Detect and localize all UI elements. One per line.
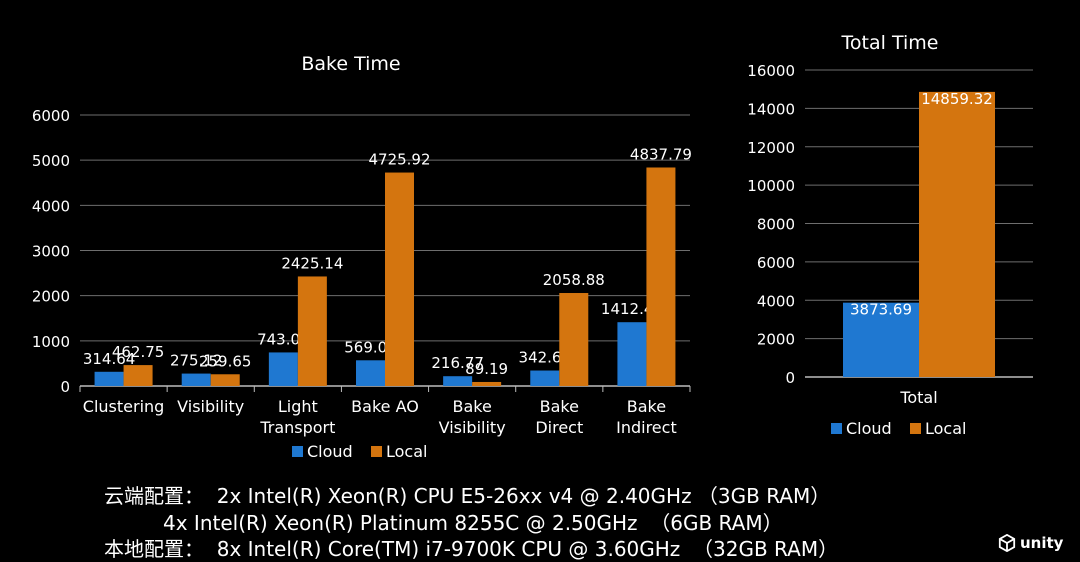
bar-cloud	[530, 370, 560, 386]
bar-local	[297, 276, 327, 386]
legend-swatch-local	[910, 423, 921, 434]
bar-local	[210, 374, 240, 386]
unity-wordmark: unity	[1020, 534, 1064, 552]
bar-cloud	[94, 371, 124, 386]
unity-logo: unity	[998, 530, 1063, 556]
chart-title: Total Time	[841, 32, 939, 54]
data-label: 569.04	[344, 338, 397, 356]
data-label: 216.77	[431, 354, 484, 372]
y-tick-label: 16000	[747, 62, 795, 80]
data-label: 89.19	[465, 360, 508, 378]
y-tick-label: 10000	[747, 177, 795, 195]
y-tick-label: 4000	[32, 197, 70, 215]
y-tick-label: 2000	[757, 331, 795, 349]
bar-cloud	[443, 376, 473, 386]
data-label: 4837.79	[630, 145, 692, 163]
y-tick-label: 1000	[32, 333, 70, 351]
data-label: 3873.69	[850, 301, 912, 319]
bar-cloud	[268, 352, 298, 386]
legend-label-cloud: Cloud	[846, 419, 892, 438]
data-label: 2058.88	[543, 271, 605, 289]
data-label: 4725.92	[368, 151, 430, 169]
data-label: 275.12	[170, 352, 223, 370]
y-tick-label: 3000	[32, 243, 70, 261]
y-tick-label: 14000	[747, 100, 795, 118]
unity-cube-icon	[998, 534, 1016, 552]
legend-swatch-cloud	[292, 446, 303, 457]
cloud-config-text: 云端配置： 2x Intel(R) Xeon(R) CPU E5-26xx v4…	[104, 484, 831, 508]
x-tick-label: Total	[899, 388, 937, 407]
data-label: 743.04	[257, 330, 310, 348]
legend-swatch-cloud	[831, 423, 842, 434]
data-label: 462.75	[112, 343, 165, 361]
x-tick-label: Bake Visibility	[439, 397, 506, 437]
x-tick-label: Bake Indirect	[616, 397, 677, 437]
legend-label-cloud: Cloud	[307, 442, 353, 461]
legend-label-local: Local	[386, 442, 427, 461]
y-tick-label: 2000	[32, 288, 70, 306]
bar-local	[472, 381, 502, 386]
y-tick-label: 0	[60, 378, 70, 396]
bar-cloud	[843, 302, 919, 377]
bar-local	[123, 365, 153, 386]
total-time-chart: Total Time 0 2000 4000 6000 8000 10000 12000 140…	[747, 32, 1033, 438]
data-label: 259.65	[199, 352, 252, 370]
x-tick-label: Bake Direct	[535, 397, 583, 437]
bar-local	[385, 172, 414, 386]
legend-label-local: Local	[925, 419, 966, 438]
x-tick-label: Clustering	[83, 397, 165, 416]
bar-local	[646, 167, 676, 386]
y-tick-label: 12000	[747, 139, 795, 157]
data-label: 2425.14	[281, 254, 343, 272]
y-tick-label: 8000	[757, 216, 795, 234]
data-label: 314.64	[83, 350, 136, 368]
bar-cloud	[617, 322, 647, 386]
x-tick-label: Light Transport	[259, 397, 335, 437]
data-label: 14859.32	[921, 90, 993, 108]
bake-time-chart: Bake Time 0 1000 2000 3000 4000 5000 6000 Cluste…	[32, 53, 692, 461]
chart-title: Bake Time	[301, 53, 400, 75]
y-tick-label: 5000	[32, 152, 70, 170]
data-label: 342.61	[519, 349, 572, 367]
cloud-config-text-line2: 4x Intel(R) Xeon(R) Platinum 8255C @ 2.5…	[163, 511, 783, 535]
y-tick-label: 6000	[32, 107, 70, 125]
legend-swatch-local	[371, 446, 382, 457]
x-tick-label: Visibility	[177, 397, 244, 416]
y-tick-label: 6000	[757, 254, 795, 272]
bar-local	[559, 293, 589, 386]
bar-cloud	[356, 360, 385, 386]
x-tick-label: Bake AO	[351, 397, 419, 416]
y-tick-label: 0	[785, 369, 795, 387]
bar-local	[919, 91, 995, 378]
local-config-text: 本地配置： 8x Intel(R) Core(TM) i7-9700K CPU …	[104, 537, 839, 561]
bar-cloud	[181, 373, 211, 386]
y-tick-label: 4000	[757, 292, 795, 310]
